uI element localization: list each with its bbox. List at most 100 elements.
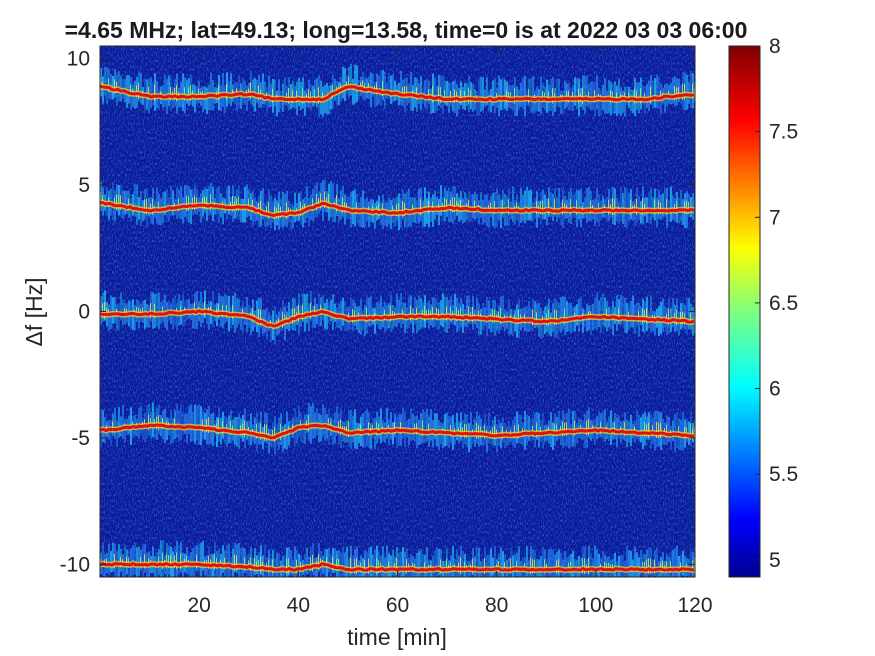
band-streak [636, 409, 638, 440]
band-streak [674, 547, 676, 577]
band-speck [302, 304, 303, 321]
band-streak [578, 555, 580, 577]
band-streak [138, 546, 140, 576]
band-streak [476, 91, 478, 117]
band-speck [640, 88, 641, 104]
band-speck [556, 310, 557, 325]
band-streak [156, 187, 158, 224]
band-streak [220, 85, 222, 112]
band-streak [336, 406, 338, 436]
band-speck [324, 191, 325, 208]
band-speck [582, 87, 583, 104]
band-streak [182, 412, 184, 436]
band-streak [626, 86, 628, 106]
band-streak [538, 413, 540, 448]
band-speck [588, 557, 589, 575]
band-streak [366, 408, 368, 447]
band-streak [590, 304, 592, 335]
band-streak [622, 90, 624, 113]
band-streak [312, 305, 314, 329]
band-streak [630, 300, 632, 328]
band-streak [172, 418, 174, 443]
band-streak [422, 200, 424, 228]
band-streak [658, 561, 660, 577]
band-streak [662, 298, 664, 333]
band-streak [118, 544, 120, 577]
band-streak [352, 190, 354, 225]
band-speck [232, 196, 233, 212]
band-streak [610, 410, 612, 445]
band-streak [446, 412, 448, 446]
band-speck [348, 76, 349, 91]
band-streak [340, 552, 342, 577]
band-streak [636, 552, 638, 577]
band-streak [284, 555, 286, 577]
band-streak [602, 293, 604, 326]
band-streak [160, 540, 162, 577]
band-speck [668, 308, 669, 325]
band-streak [284, 424, 286, 449]
band-speck [658, 422, 659, 438]
band-streak [282, 426, 284, 452]
band-speck [646, 307, 647, 324]
band-streak [662, 193, 664, 217]
band-speck [650, 558, 651, 574]
band-speck [500, 307, 501, 324]
band-streak [562, 296, 564, 330]
band-streak [100, 296, 102, 326]
colorbar-ticks: 8 7.5 7 6.5 6 5.5 5 [755, 35, 798, 572]
band-streak [570, 423, 572, 448]
band-streak [346, 546, 348, 577]
frequency-band [100, 179, 695, 231]
band-speck [152, 198, 153, 215]
band-streak [692, 193, 694, 220]
band-streak [352, 78, 354, 105]
band-streak [112, 297, 114, 324]
band-streak [262, 73, 264, 105]
band-speck [250, 82, 251, 99]
band-streak [194, 404, 196, 444]
band-speck [114, 79, 115, 94]
band-streak [274, 79, 276, 107]
band-speck [682, 83, 683, 101]
band-streak [228, 543, 230, 577]
band-speck [144, 199, 145, 214]
y-axis: 10 5 0 -5 -10 [60, 48, 695, 576]
band-speck [450, 306, 451, 321]
band-streak [604, 78, 606, 114]
band-streak [222, 72, 224, 107]
band-streak [222, 545, 224, 573]
band-streak [472, 194, 474, 219]
band-speck [636, 198, 637, 215]
band-streak [488, 200, 490, 228]
band-streak [448, 560, 450, 577]
band-streak [622, 296, 624, 325]
band-streak [342, 66, 344, 99]
band-streak [302, 419, 304, 444]
band-streak [350, 297, 352, 331]
band-streak [532, 75, 534, 114]
band-speck [690, 423, 691, 440]
band-streak [390, 75, 392, 105]
band-streak [246, 85, 248, 111]
band-speck [268, 201, 269, 219]
band-streak [368, 297, 370, 327]
band-speck [310, 302, 311, 319]
band-speck [328, 193, 329, 209]
band-streak [112, 542, 114, 572]
band-streak [392, 549, 394, 576]
band-streak [572, 194, 574, 218]
band-streak [132, 545, 134, 575]
band-streak [344, 552, 346, 577]
band-streak [462, 551, 464, 577]
band-streak [432, 555, 434, 577]
band-streak [466, 83, 468, 107]
band-streak [520, 82, 522, 107]
band-streak [276, 552, 278, 577]
band-speck [342, 197, 343, 214]
band-streak [466, 295, 468, 328]
band-streak [676, 412, 678, 449]
band-streak [232, 548, 234, 577]
band-speck [316, 193, 317, 211]
x-axis-label: time [min] [347, 624, 447, 650]
